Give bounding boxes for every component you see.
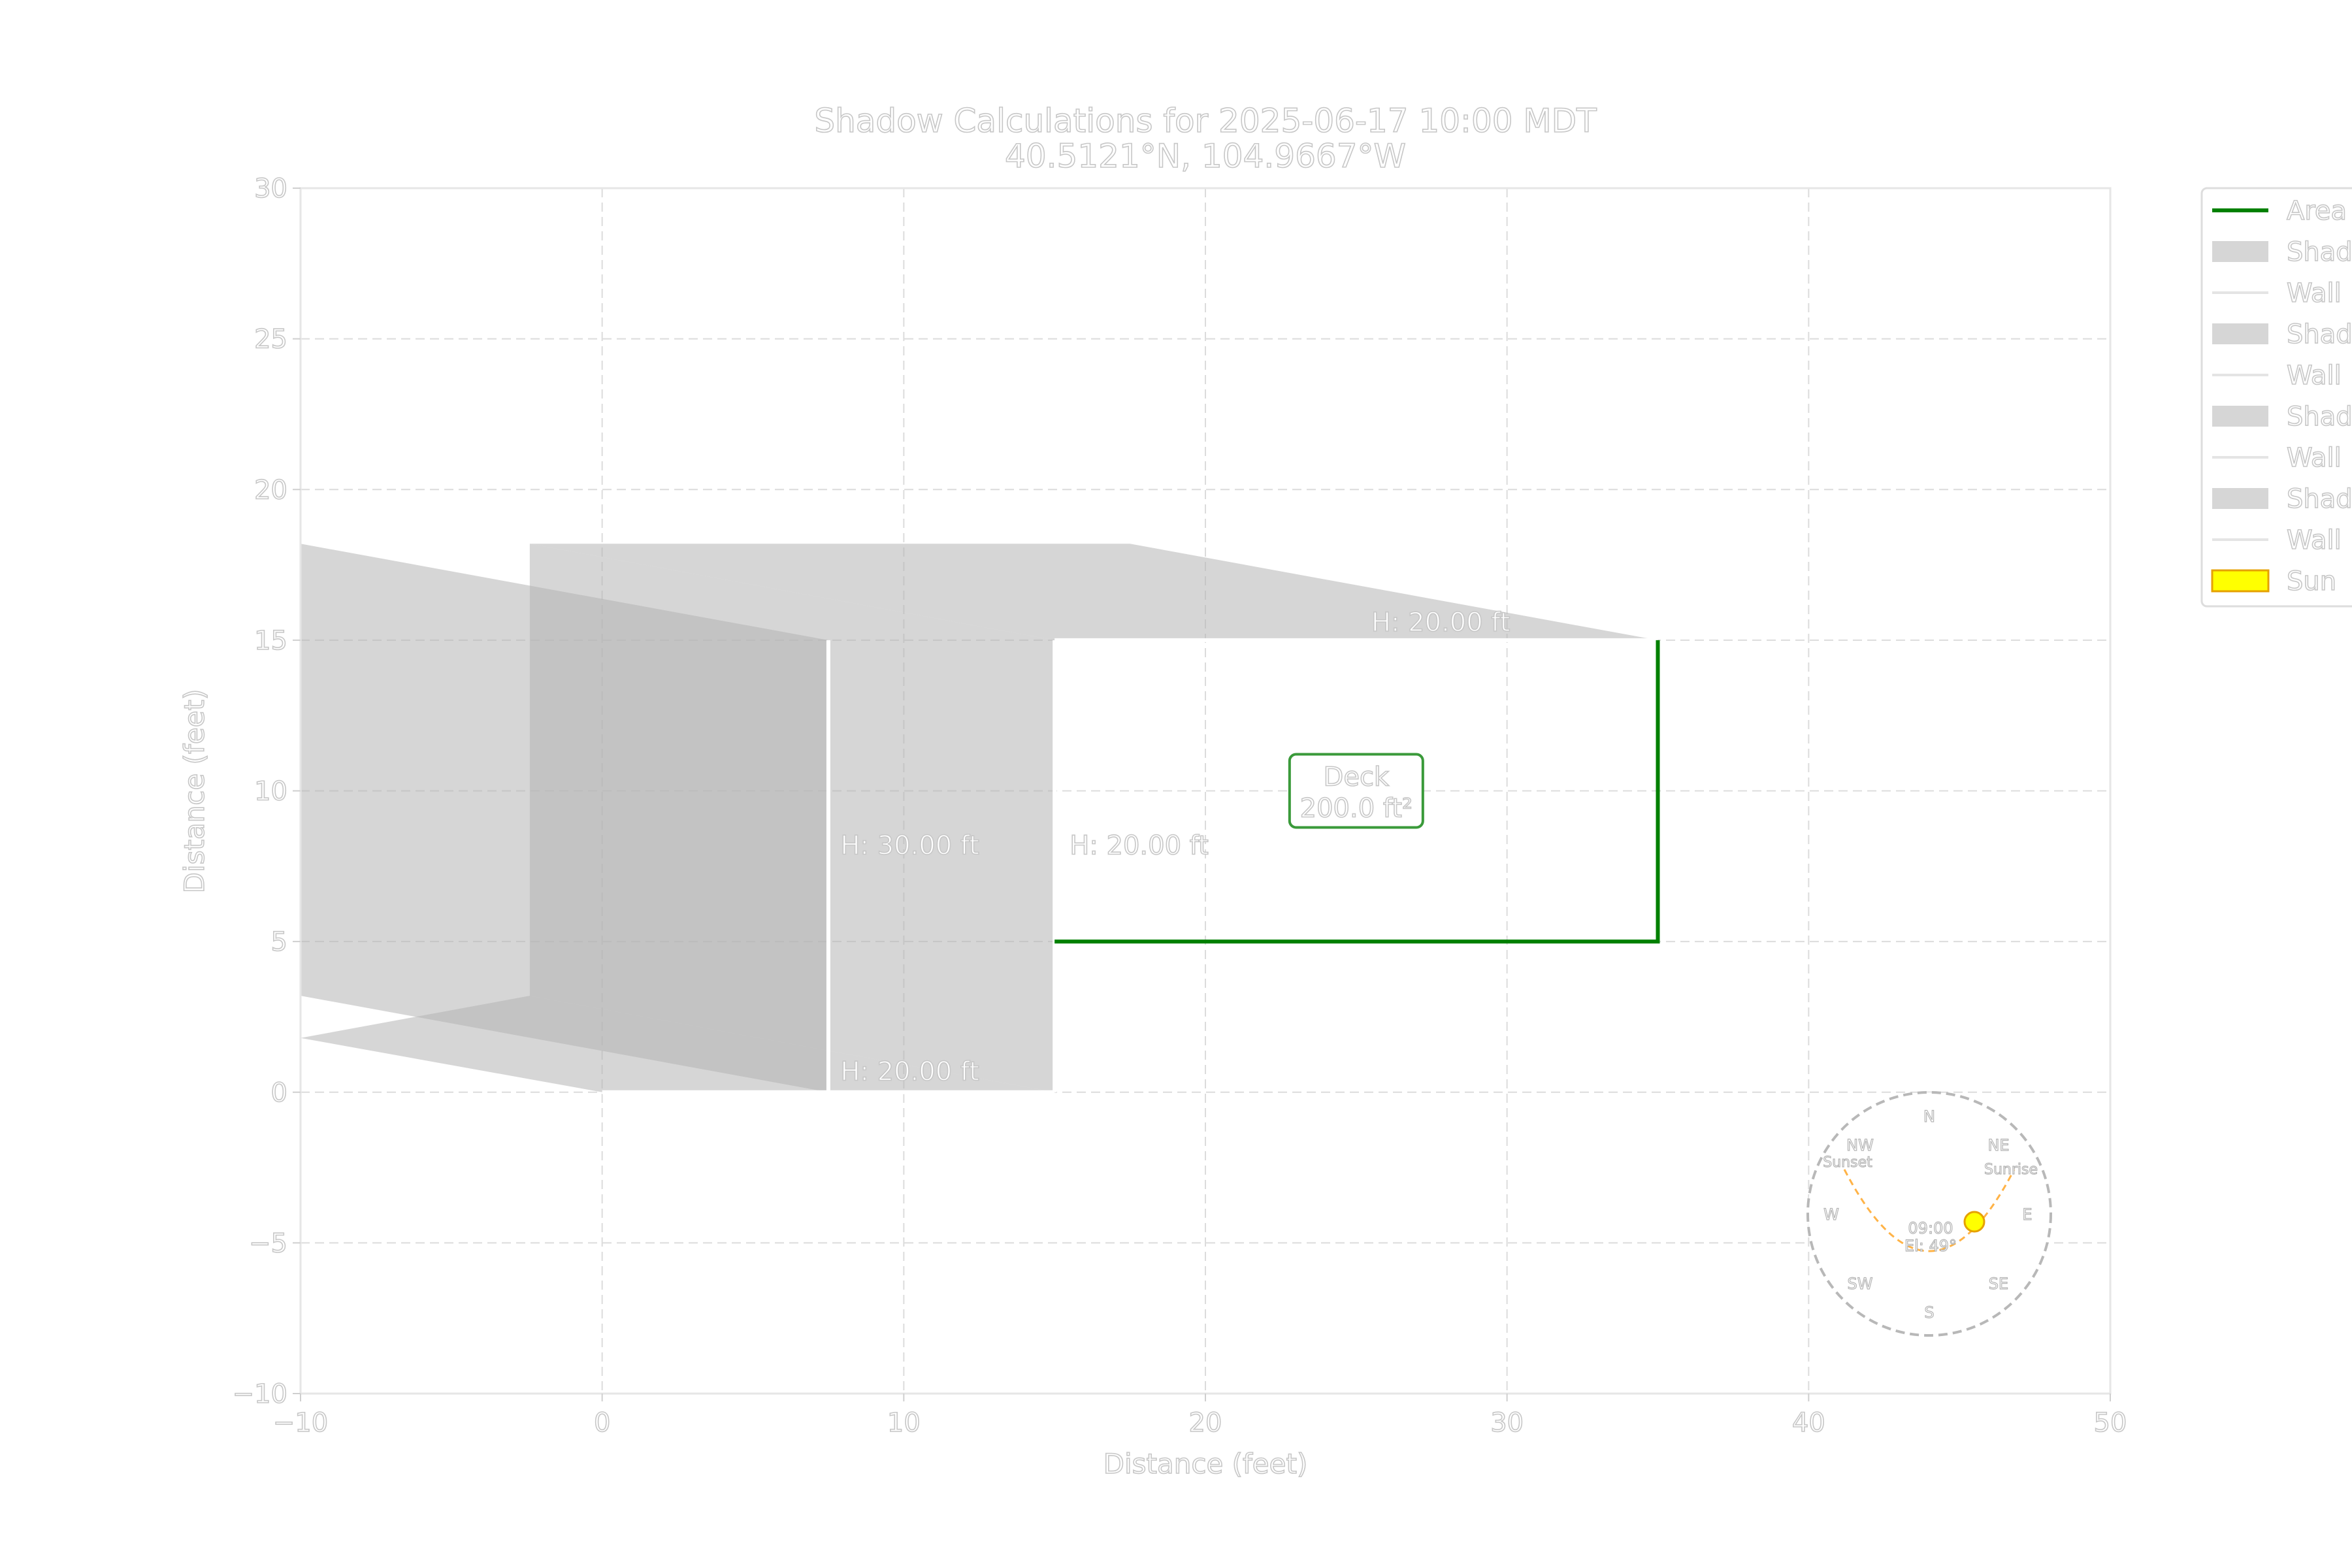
x-tick-label: 40 bbox=[1792, 1408, 1825, 1438]
chart-title: Shadow Calculations for 2025-06-17 10:00… bbox=[814, 102, 1597, 140]
y-tick-label: 15 bbox=[254, 626, 287, 656]
shadow-layer bbox=[301, 544, 1658, 1092]
legend-label: Wall bbox=[2287, 278, 2342, 308]
wall-height-label: H: 20.00 ft bbox=[840, 1056, 979, 1086]
y-tick-label: 0 bbox=[271, 1078, 287, 1108]
y-tick-label: 30 bbox=[254, 174, 287, 204]
y-tick-label: 25 bbox=[254, 325, 287, 355]
x-tick-label: 30 bbox=[1490, 1408, 1524, 1438]
compass-direction-label: W bbox=[1823, 1205, 1839, 1224]
sunrise-label: Sunrise bbox=[1984, 1162, 2038, 1178]
legend-label: Shad bbox=[2287, 319, 2352, 350]
compass-ring bbox=[1806, 1091, 2052, 1337]
compass-direction-label: NW bbox=[1846, 1136, 1874, 1154]
legend-swatch-shadow bbox=[2212, 323, 2268, 344]
compass-direction-label: SE bbox=[1989, 1275, 2008, 1293]
wall-height-label: H: 20.00 ft bbox=[1371, 608, 1511, 638]
compass-direction-label: E bbox=[2022, 1205, 2032, 1224]
sun-time-label: 09:00 bbox=[1908, 1219, 1953, 1237]
legend-label: Shad bbox=[2287, 484, 2352, 514]
legend-label: Sun bbox=[2287, 566, 2336, 596]
legend-swatch-shadow bbox=[2212, 488, 2268, 509]
x-tick-label: 10 bbox=[887, 1408, 921, 1438]
legend-label: Shad bbox=[2287, 402, 2352, 432]
wall-labels: H: 20.00 ft H: 20.00 ft H: 30.00 ft H: 20.0… bbox=[840, 607, 1511, 1087]
sun-elevation-label: El: 49° bbox=[1904, 1237, 1957, 1255]
chart-subtitle: 40.5121°N, 104.9667°W bbox=[1005, 137, 1406, 175]
legend-label: Shad bbox=[2287, 237, 2352, 267]
compass-direction-label: N bbox=[1923, 1107, 1935, 1126]
legend-label: Area bbox=[2287, 196, 2347, 226]
x-axis-label: Distance (feet) bbox=[1103, 1448, 1308, 1480]
compass-direction-label: SW bbox=[1848, 1275, 1873, 1293]
area-name: Deck bbox=[1324, 762, 1390, 792]
legend: Area Shad Wall Shad Wall Shad Wall Shad Wall Sun bbox=[2200, 187, 2352, 608]
compass-direction-label: S bbox=[1924, 1303, 1934, 1322]
area-label-box bbox=[1288, 753, 1424, 829]
y-tick-label: −10 bbox=[233, 1379, 287, 1409]
legend-label: Wall bbox=[2287, 361, 2342, 391]
y-tick-label: −5 bbox=[249, 1228, 287, 1258]
area-size: 200.0 ft² bbox=[1300, 794, 1413, 824]
shadow-polygon bbox=[529, 544, 1658, 640]
x-tick-label: 50 bbox=[2094, 1408, 2127, 1438]
legend-label: Wall bbox=[2287, 443, 2342, 473]
wall-height-label: H: 30.00 ft bbox=[840, 830, 979, 860]
x-tick-label: −10 bbox=[273, 1408, 328, 1438]
sun-marker bbox=[1963, 1211, 1985, 1233]
sunset-label: Sunset bbox=[1823, 1154, 1872, 1171]
shadow-polygon bbox=[301, 544, 828, 1092]
legend-label: Wall bbox=[2287, 525, 2342, 555]
wall-height-label: H: 20.00 ft bbox=[1070, 830, 1209, 860]
legend-swatch-shadow bbox=[2212, 241, 2268, 262]
shadow-polygon bbox=[301, 996, 1055, 1092]
compass-direction-label: NE bbox=[1987, 1136, 2009, 1154]
axis-ticks: −10 0 10 20 30 40 50 −10 −5 0 5 10 15 20 25 30 bbox=[232, 173, 2127, 1439]
y-axis-label: Distance (feet) bbox=[178, 689, 210, 894]
y-tick-label: 20 bbox=[254, 475, 287, 505]
legend-swatch-sun bbox=[2211, 569, 2270, 593]
wall-layer bbox=[602, 638, 1658, 1094]
x-tick-label: 20 bbox=[1189, 1408, 1222, 1438]
x-tick-label: 0 bbox=[594, 1408, 610, 1438]
area-outline bbox=[1054, 640, 1660, 944]
legend-swatch-shadow bbox=[2212, 406, 2268, 427]
y-tick-label: 5 bbox=[271, 927, 287, 957]
sun-path bbox=[1843, 1169, 2016, 1252]
y-tick-label: 10 bbox=[254, 777, 287, 807]
